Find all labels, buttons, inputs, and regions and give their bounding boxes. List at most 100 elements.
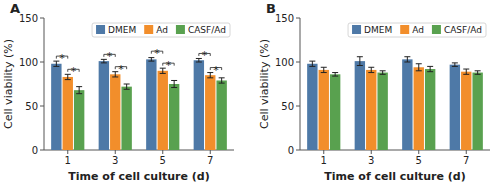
bars [307, 57, 483, 150]
bar [377, 73, 387, 150]
panel: 0501001501357********ATime of cell cultu… [2, 1, 234, 183]
y-tick-label: 0 [288, 145, 294, 156]
error-bar [463, 69, 469, 74]
legend-label: Ad [412, 25, 424, 35]
y-tick [296, 62, 300, 63]
bar [169, 84, 179, 150]
chart: 0501001501357********ATime of cell cultu… [0, 0, 500, 196]
significance-label: * [202, 49, 208, 62]
x-tick-label: 3 [368, 155, 374, 166]
x-tick-label: 1 [65, 155, 71, 166]
legend-swatch [144, 25, 153, 34]
y-tick-label: 50 [25, 101, 38, 112]
bar [121, 87, 131, 150]
y-tick-label: 150 [19, 13, 38, 24]
x-tick-label: 5 [160, 155, 166, 166]
error-bar [357, 57, 363, 66]
bars [51, 58, 227, 150]
y-tick-label: 150 [275, 13, 294, 24]
x-tick [323, 150, 324, 154]
panel-title: A [10, 1, 20, 16]
error-bar [368, 67, 374, 72]
bar [450, 65, 460, 150]
bar [99, 61, 109, 150]
x-tick [371, 150, 372, 154]
x-tick [466, 150, 467, 154]
legend-swatch [432, 25, 441, 34]
legend: DMEMAdCASF/Ad [92, 23, 230, 37]
error-bar [416, 64, 422, 71]
x-tick [210, 150, 211, 154]
significance-label: * [107, 50, 113, 63]
legend-frame [348, 23, 486, 37]
bar [51, 64, 61, 150]
significance-label: * [59, 52, 65, 65]
legend: DMEM Ad CASF/Ad [348, 23, 486, 37]
y-axis-label: Cell viability (%) [2, 39, 15, 129]
legend-label: CASF/Ad [188, 25, 226, 35]
significance-label: * [213, 64, 219, 77]
x-tick-label: 5 [416, 155, 422, 166]
significance-label: * [118, 63, 124, 76]
legend-label: Ad [156, 25, 168, 35]
bar [307, 64, 317, 150]
significance-label: * [71, 65, 77, 78]
legend-frame [92, 23, 230, 37]
legend-swatch [176, 25, 185, 34]
bar [74, 90, 84, 150]
bar [194, 60, 204, 150]
x-tick [67, 150, 68, 154]
bar [205, 75, 215, 150]
bar [425, 69, 435, 150]
x-axis-label: Time of cell culture (d) [324, 170, 465, 183]
y-tick-label: 50 [281, 101, 294, 112]
y-tick-label: 100 [275, 57, 294, 68]
bar [414, 67, 424, 150]
bar [319, 70, 329, 150]
y-tick [40, 18, 44, 19]
x-tick [115, 150, 116, 154]
bar [110, 74, 120, 150]
legend-label: DMEM [364, 25, 392, 35]
significance-label: * [166, 59, 172, 72]
panel: 0501001501357BTime of cell culture (d)Ce… [258, 1, 490, 183]
bar [402, 59, 412, 150]
legend-swatch [96, 25, 105, 34]
bar [146, 59, 156, 150]
y-tick [40, 106, 44, 107]
error-bar [427, 66, 433, 71]
bar [366, 70, 376, 150]
bar [216, 80, 226, 150]
error-bar [321, 67, 327, 72]
error-bar [124, 84, 130, 89]
y-tick [296, 18, 300, 19]
legend-swatch [352, 25, 361, 34]
x-axis-label: Time of cell culture (d) [68, 170, 209, 183]
error-bar [309, 61, 315, 66]
y-tick-label: 0 [32, 145, 38, 156]
x-tick [418, 150, 419, 154]
error-bar [452, 63, 458, 67]
error-bar [404, 57, 410, 62]
legend-label: CASF/Ad [444, 25, 482, 35]
legend-swatch [400, 25, 409, 34]
y-tick [40, 150, 44, 151]
panel-title: B [266, 1, 276, 16]
x-tick-label: 1 [321, 155, 327, 166]
y-tick-label: 100 [19, 57, 38, 68]
bar [63, 77, 73, 150]
y-tick [40, 62, 44, 63]
background [0, 0, 500, 196]
x-tick [162, 150, 163, 154]
error-bar [76, 87, 82, 94]
error-bar [332, 73, 338, 77]
y-axis-label: Cell viability (%) [258, 39, 271, 129]
bar [461, 72, 471, 150]
error-bar [171, 80, 177, 87]
y-tick [296, 150, 300, 151]
x-tick-label: 3 [112, 155, 118, 166]
y-tick [296, 106, 300, 107]
error-bar [380, 71, 386, 75]
y-axis [300, 18, 301, 150]
x-tick-label: 7 [207, 155, 213, 166]
